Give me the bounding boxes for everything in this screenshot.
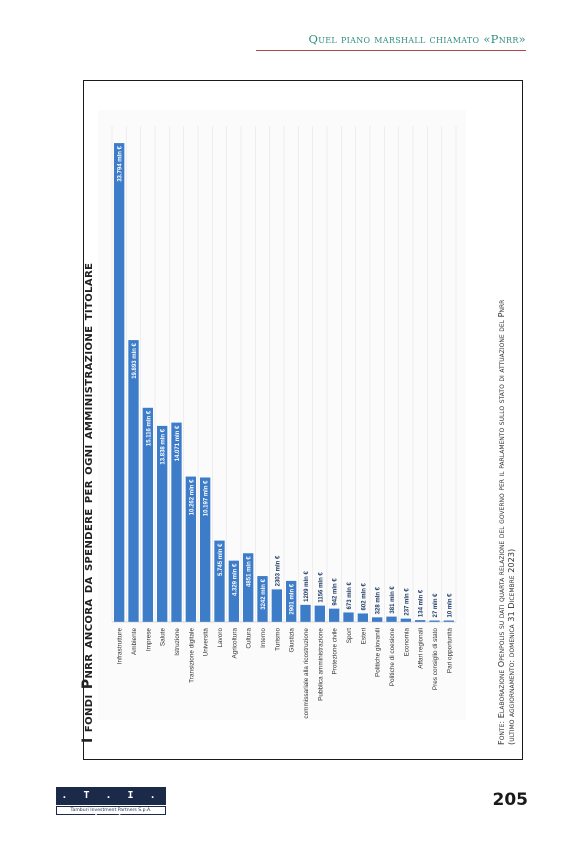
bar-17 [343,612,354,622]
category-label-9: Agricoltura [231,628,238,659]
tip-logo: . T . I . P . Tamburi Investment Partner… [56,787,166,819]
data-label-4: 13.838 mln € [161,428,167,464]
bar-2 [128,340,139,622]
category-label-4: Salute [160,628,167,647]
category-label-24: Pari opportunità [446,628,453,674]
category-label-6: Transizione digitale [188,628,195,683]
category-label-12: Turismo [274,628,281,651]
bar-chart: 33.794 mln € Infrastrutture 19.893 mln € Am… [111,126,457,720]
bar-4 [157,425,168,622]
category-label-7: Università [203,628,210,657]
data-label-10: 4851 mln € [247,556,253,587]
data-label-1: 33.794 mln € [118,145,124,181]
category-label-21: Economia [403,628,410,657]
header-rule [256,50,526,51]
bar-1 [114,143,125,622]
bar-8 [214,540,225,622]
category-label-20: Politiche di coesione [389,628,396,687]
data-label-3: 15.116 mln € [146,410,152,446]
category-label-19: Politiche giovanili [375,628,382,677]
data-label-6: 10.262 mln € [189,479,195,515]
bar-11 [257,576,268,622]
category-label-16: Protezione civile [332,628,339,675]
category-label-23: Pres consiglio di stato [432,628,439,691]
source-line-2: (ultimo aggiornamento: domenica 31 Dicem… [506,548,516,745]
bar-19 [372,617,383,622]
source-line-1: Fonte: Elaborazione Openpolis su dati qu… [496,299,506,745]
data-label-12: 2303 mln € [275,555,281,586]
bar-23 [429,620,440,622]
data-label-16: 942 mln € [333,578,339,606]
bar-18 [357,613,368,622]
page-number: 205 [492,790,529,810]
data-label-2: 19.893 mln € [132,342,138,378]
category-label-22: Affari regionali [418,628,425,669]
bar-5 [171,422,182,622]
category-label-1: Infrastrutture [117,628,124,665]
category-label-14: Struttura commissariale alla ricostruzio… [303,628,310,720]
figure-frame [83,80,523,760]
category-label-13: Giustizia [289,628,296,653]
running-header: Quel piano marshall chiamato «Pnrr» [308,32,526,46]
category-label-3: Imprese [145,628,152,652]
category-label-11: Interno [260,628,267,648]
logo-subtitle: Tamburi Investment Partners S.p.A. [56,806,166,815]
chart-title: I fondi Pnrr ancora da spendere per ogni… [80,262,96,743]
category-label-8: Lavoro [217,628,224,648]
data-label-15: 1156 mln € [318,572,324,603]
category-label-10: Cultura [246,628,253,649]
bar-6 [185,476,196,622]
category-label-18: Esteri [360,628,367,644]
data-label-11: 3242 mln € [261,578,267,609]
bar-21 [400,618,411,622]
data-label-7: 10.197 mln € [204,480,210,516]
category-label-17: Sport [346,628,353,643]
data-label-17: 673 mln € [347,581,353,609]
data-label-24: 10 mln € [447,593,453,618]
bar-9 [228,560,239,622]
data-label-21: 237 mln € [404,588,410,616]
bar-20 [386,616,397,622]
bar-24 [443,620,454,622]
bar-10 [243,553,254,622]
data-label-8: 5.745 mln € [218,543,224,576]
data-label-5: 14.071 mln € [175,425,181,461]
bar-15 [314,605,325,622]
category-label-2: Ambiente [131,628,138,655]
data-label-19: 328 mln € [376,586,382,614]
category-label-5: Istruzione [174,628,181,656]
data-label-9: 4.329 mln € [232,563,238,596]
data-label-18: 602 mln € [361,582,367,610]
bar-22 [415,620,426,622]
source-note: Fonte: Elaborazione Openpolis su dati qu… [496,125,516,745]
bar-14 [300,604,311,622]
data-label-20: 381 mln € [390,586,396,614]
data-label-23: 27 mln € [433,593,439,618]
bar-16 [329,608,340,622]
bar-7 [200,477,211,622]
data-label-22: 134 mln € [419,589,425,617]
bar-12 [271,589,282,622]
data-label-13: 2901 mln € [290,583,296,614]
data-label-14: 1209 mln € [304,571,310,602]
bar-13 [286,580,297,622]
bar-3 [142,407,153,622]
category-label-15: Pubblica amministrazione [317,628,324,701]
logo-mark: . T . I . P . [56,787,166,819]
